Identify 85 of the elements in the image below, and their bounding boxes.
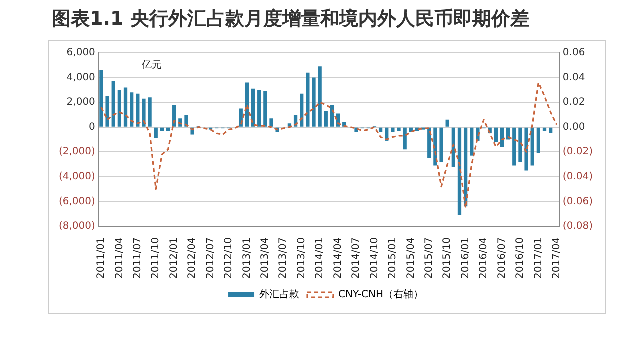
bar: [530, 128, 534, 166]
x-tick-label: 2013/04: [260, 237, 272, 280]
bar: [378, 128, 383, 132]
bar: [494, 128, 498, 142]
x-tick-label: 2017/04: [551, 237, 562, 280]
bar: [258, 90, 262, 127]
y-tick-label: (6,000): [58, 196, 96, 208]
y-tick-label: (8,000): [58, 221, 96, 232]
x-tick-label: 2011/04: [114, 237, 126, 280]
x-tick-label: 2014/10: [369, 237, 380, 280]
y-tick-label: 6,000: [66, 48, 96, 59]
x-tick-label: 2011/10: [150, 237, 162, 280]
y-tick-label: 2,000: [66, 97, 96, 108]
y-tick-label: (4,000): [58, 171, 96, 182]
bar: [106, 96, 110, 127]
annotation: 亿元: [142, 59, 162, 72]
bar: [536, 128, 540, 154]
x-tick-label: 2014/01: [314, 237, 326, 280]
bar: [446, 120, 450, 127]
bar: [512, 128, 516, 166]
y-tick-label: 0: [89, 122, 96, 133]
bar: [403, 128, 407, 150]
legend-label: 外汇占款: [260, 288, 300, 301]
bar: [354, 128, 358, 132]
bar: [100, 70, 104, 127]
bar: [270, 118, 274, 127]
x-tick-label: 2015/01: [388, 237, 399, 280]
y2-tick-label: (0.08): [562, 221, 594, 232]
bar: [397, 128, 401, 132]
y2-tick-label: 0.06: [562, 48, 586, 59]
y2-tick-label: (0.06): [562, 196, 594, 208]
bar: [154, 128, 158, 138]
x-tick-label: 2014/07: [351, 237, 362, 280]
bar: [318, 66, 322, 127]
bar: [112, 81, 116, 127]
bar: [440, 128, 444, 162]
legend-label: CNY-CNH（右轴）: [338, 288, 424, 301]
bar: [458, 128, 462, 216]
x-tick-label: 2013/10: [296, 237, 308, 280]
bar: [518, 128, 522, 162]
x-tick-label: 2013/01: [242, 237, 253, 280]
bar: [124, 88, 128, 127]
bar: [118, 90, 122, 127]
x-tick-label: 2012/10: [224, 237, 235, 280]
x-tick-label: 2016/10: [515, 237, 526, 280]
x-tick-label: 2011/01: [96, 237, 108, 280]
bar: [264, 91, 268, 127]
x-tick-label: 2016/01: [460, 237, 472, 280]
bar: [549, 128, 553, 134]
x-tick-label: 2012/04: [187, 237, 198, 280]
bar: [148, 98, 152, 127]
bar: [130, 92, 134, 127]
x-tick-label: 2016/04: [478, 237, 490, 280]
line-series: [100, 82, 558, 209]
y2-tick-label: 0.02: [562, 97, 586, 108]
y2-tick-label: 0.04: [562, 72, 586, 84]
y-tick-label: (2,000): [58, 146, 96, 158]
bar: [312, 78, 316, 127]
x-tick-label: 2011/07: [132, 237, 144, 280]
y2-tick-label: (0.04): [562, 171, 594, 182]
x-tick-label: 2014/04: [332, 237, 344, 280]
chart-title: 图表1.1 央行外汇占款月度增量和境内外人民币即期价差: [52, 7, 530, 32]
bar: [300, 94, 304, 127]
bar: [245, 82, 250, 127]
bar: [306, 72, 310, 127]
x-tick-label: 2013/07: [278, 237, 290, 280]
bar: [391, 128, 395, 132]
bar: [142, 98, 146, 127]
x-tick-label: 2015/07: [424, 237, 435, 280]
bar: [251, 88, 256, 127]
y-tick-label: 4,000: [66, 72, 96, 84]
bar: [428, 128, 432, 158]
bar: [136, 94, 140, 127]
x-tick-label: 2012/01: [168, 237, 180, 280]
bar: [324, 111, 328, 127]
x-tick-label: 2015/10: [442, 237, 454, 280]
x-tick-label: 2017/01: [533, 237, 544, 280]
bar: [524, 128, 528, 171]
bar: [470, 128, 474, 156]
x-tick-label: 2015/04: [406, 237, 417, 280]
x-tick-label: 2012/07: [205, 237, 216, 280]
bar: [330, 105, 334, 127]
x-tick-label: 2016/07: [496, 237, 508, 280]
y2-tick-label: 0.00: [562, 122, 586, 133]
y2-tick-label: (0.02): [562, 146, 594, 158]
